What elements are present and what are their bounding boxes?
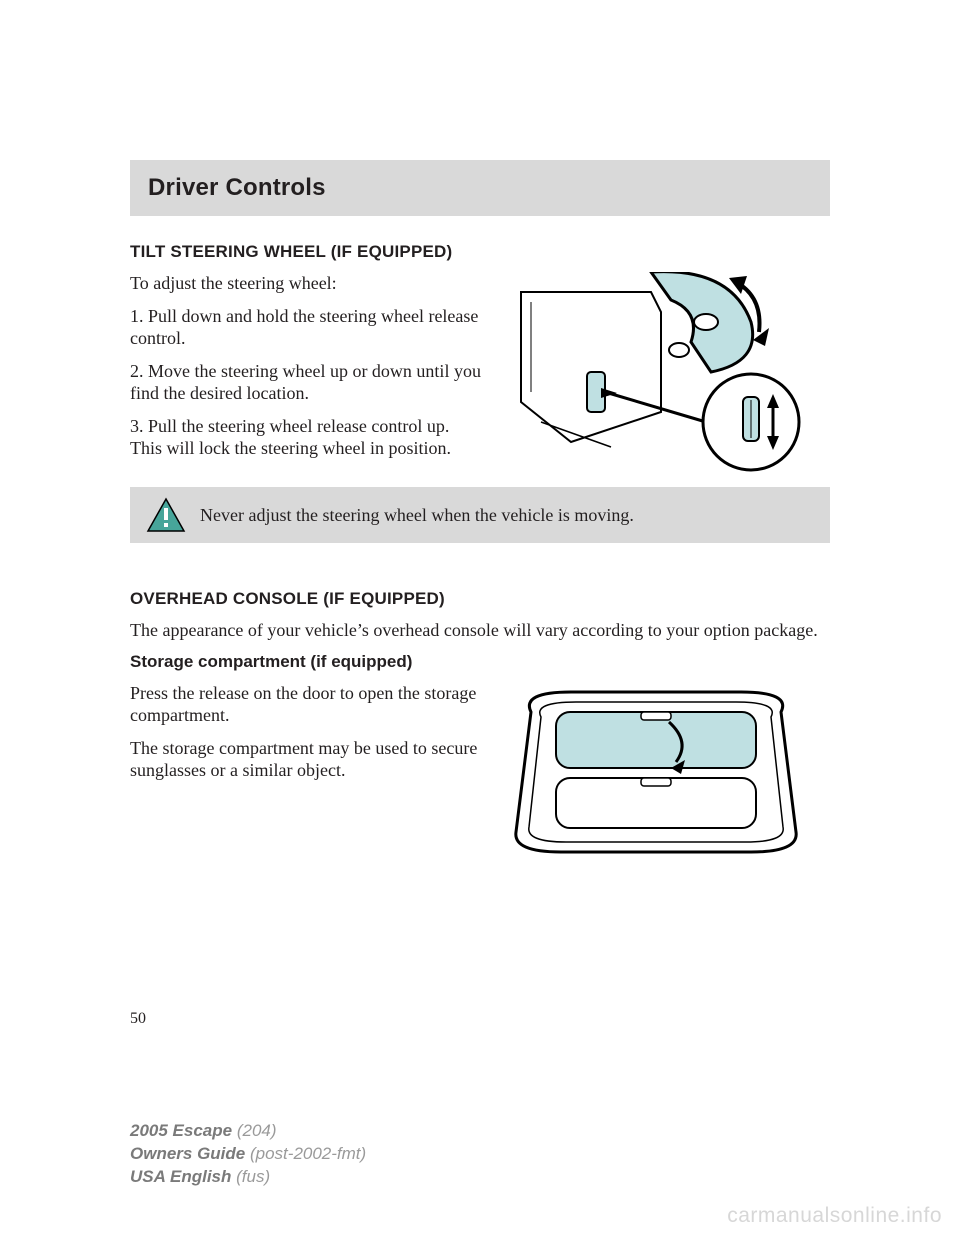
overhead-console-illustration bbox=[501, 682, 811, 862]
tilt-step-3: 3. Pull the steering wheel release contr… bbox=[130, 415, 485, 460]
footer: 2005 Escape (204) Owners Guide (post-200… bbox=[130, 1120, 366, 1189]
warning-box: Never adjust the steering wheel when the… bbox=[130, 487, 830, 543]
overhead-console-figure bbox=[501, 682, 811, 867]
warning-text: Never adjust the steering wheel when the… bbox=[200, 504, 634, 527]
footer-model-code: (204) bbox=[237, 1121, 277, 1140]
footer-line-1: 2005 Escape (204) bbox=[130, 1120, 366, 1143]
page-number: 50 bbox=[130, 1010, 146, 1028]
overhead-intro: The appearance of your vehicle’s overhea… bbox=[130, 619, 830, 642]
tilt-intro: To adjust the steering wheel: bbox=[130, 272, 485, 295]
footer-guide: Owners Guide bbox=[130, 1144, 245, 1163]
storage-row: Press the release on the door to open th… bbox=[130, 682, 830, 867]
page-content: Driver Controls TILT STEERING WHEEL (IF … bbox=[130, 160, 830, 867]
tilt-text-col: To adjust the steering wheel: 1. Pull do… bbox=[130, 272, 485, 470]
tilt-wheel-figure bbox=[501, 272, 811, 477]
footer-lang-code: (fus) bbox=[236, 1167, 270, 1186]
footer-model: 2005 Escape bbox=[130, 1121, 232, 1140]
storage-p1: Press the release on the door to open th… bbox=[130, 682, 485, 727]
tilt-heading: TILT STEERING WHEEL (IF EQUIPPED) bbox=[130, 242, 830, 262]
warning-icon bbox=[146, 497, 186, 533]
tilt-row: To adjust the steering wheel: 1. Pull do… bbox=[130, 272, 830, 477]
storage-subheading: Storage compartment (if equipped) bbox=[130, 652, 830, 672]
overhead-heading: OVERHEAD CONSOLE (IF EQUIPPED) bbox=[130, 589, 830, 609]
footer-line-3: USA English (fus) bbox=[130, 1166, 366, 1189]
storage-text-col: Press the release on the door to open th… bbox=[130, 682, 485, 792]
tilt-wheel-illustration bbox=[501, 272, 811, 472]
section-header: Driver Controls bbox=[130, 160, 830, 216]
footer-lang: USA English bbox=[130, 1167, 231, 1186]
footer-guide-code: (post-2002-fmt) bbox=[250, 1144, 366, 1163]
tilt-step-1: 1. Pull down and hold the steering wheel… bbox=[130, 305, 485, 350]
tilt-step-2: 2. Move the steering wheel up or down un… bbox=[130, 360, 485, 405]
storage-p2: The storage compartment may be used to s… bbox=[130, 737, 485, 782]
section-title: Driver Controls bbox=[148, 174, 812, 202]
watermark: carmanualsonline.info bbox=[727, 1204, 942, 1228]
footer-line-2: Owners Guide (post-2002-fmt) bbox=[130, 1143, 366, 1166]
page: Driver Controls TILT STEERING WHEEL (IF … bbox=[0, 0, 960, 1242]
